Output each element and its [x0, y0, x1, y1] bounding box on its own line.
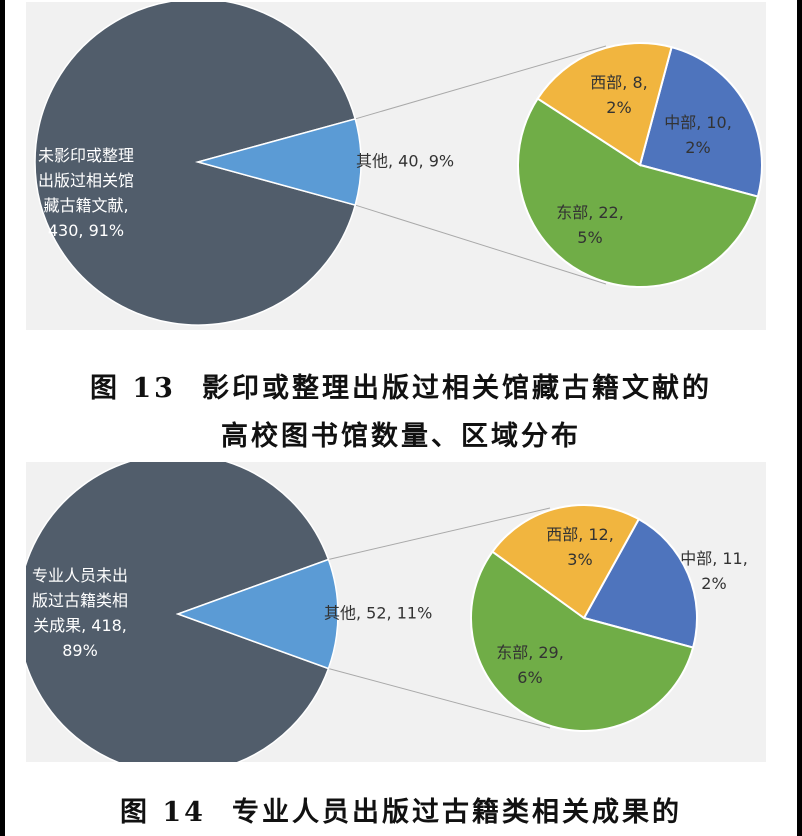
figure-13-caption-line-2: 高校图书馆数量、区域分布 — [0, 414, 802, 453]
sub-pie-label-2-line-2: 2% — [606, 98, 631, 117]
sub-pie-slice-1 — [470, 550, 695, 732]
main-pie-slice-1 — [175, 558, 339, 670]
main-pie-label-0-line-4: 89% — [62, 641, 98, 660]
main-pie-label-1-line-1: 其他, 40, 9% — [356, 152, 454, 171]
connector-line-top — [355, 45, 607, 120]
sub-pie-label-1-line-2: 5% — [577, 228, 602, 247]
sub-pie-label-1-line-1: 东部, 22, — [556, 203, 624, 222]
main-pie-label-0-line-1: 未影印或整理 — [38, 146, 134, 165]
figure-13-caption-text-1: 影印或整理出版过相关馆藏古籍文献的 — [201, 373, 712, 404]
connector-line-bottom — [328, 668, 551, 729]
sub-pie-label-1-line-1: 东部, 29, — [496, 643, 564, 662]
sub-pie-label-0-line-1: 中部, 11, — [680, 549, 748, 568]
main-pie-label-0-line-2: 出版过相关馆 — [38, 171, 134, 190]
sub-pie-label-2-line-1: 西部, 8, — [590, 73, 647, 92]
connector-line-bottom — [355, 204, 607, 285]
sub-pie-slice-2 — [536, 42, 673, 167]
figure-13-caption-line-1: 图 13 影印或整理出版过相关馆藏古籍文献的 — [0, 366, 802, 405]
sub-pie-label-0-line-2: 2% — [685, 138, 710, 157]
connector-line-top — [328, 507, 551, 560]
sub-pie-slice-0 — [582, 517, 698, 649]
figure-13-chart-panel: 未影印或整理 出版过相关馆 藏古籍文献, 430, 91% 其他, 40, 9% 中部, … — [26, 2, 766, 330]
main-pie-label-0-line-3: 关成果, 418, — [33, 616, 127, 635]
sub-pie-label-1-line-2: 6% — [517, 668, 542, 687]
sub-pie-label-2-line-2: 3% — [567, 550, 592, 569]
main-pie-slice-1 — [195, 118, 362, 206]
main-pie-slice-0 — [26, 462, 330, 762]
sub-pie-slice-0 — [638, 45, 763, 198]
main-pie-label-0-line-4: 430, 91% — [48, 221, 124, 240]
figure-13-caption-text-2: 高校图书馆数量、区域分布 — [221, 421, 581, 452]
main-pie-slice-0 — [34, 2, 357, 326]
main-pie-label-0-line-2: 版过古籍类相 — [32, 591, 128, 610]
sub-pie-label-0-line-1: 中部, 10, — [664, 113, 732, 132]
sub-pie-label-2-line-1: 西部, 12, — [546, 525, 614, 544]
sub-pie-label-0-line-2: 2% — [701, 574, 726, 593]
main-pie-label-0-line-1: 专业人员未出 — [32, 566, 128, 585]
right-edge-bar — [797, 0, 802, 836]
left-edge-bar — [0, 0, 5, 836]
figure-14-caption-number: 图 14 — [120, 797, 206, 828]
figure-13-caption-number: 图 13 — [90, 373, 176, 404]
figure-14-caption-line-1: 图 14 专业人员出版过古籍类相关成果的 — [0, 790, 802, 829]
sub-pie-slice-2 — [491, 504, 641, 620]
figure-14-chart-panel: 专业人员未出 版过古籍类相 关成果, 418, 89% 其他, 52, 11% 中部, 1… — [26, 462, 766, 762]
sub-pie-slice-1 — [517, 97, 760, 288]
main-pie-label-1-line-1: 其他, 52, 11% — [324, 604, 432, 623]
main-pie-label-0-line-3: 藏古籍文献, — [43, 196, 128, 215]
figure-14-caption-text-1: 专业人员出版过古籍类相关成果的 — [231, 797, 682, 828]
